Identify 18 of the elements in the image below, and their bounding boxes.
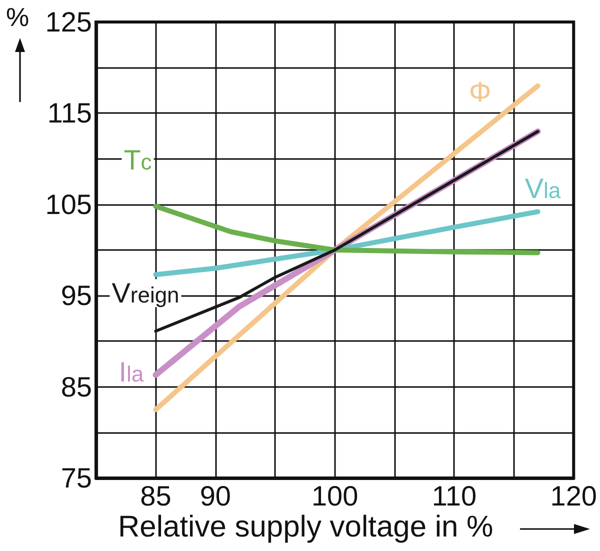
y-tick-label: 85 [60,371,92,402]
y-tick-label: 95 [60,280,92,312]
y-axis-title: % [6,2,30,32]
x-axis-title: Relative supply voltage in % [118,510,494,544]
x-tick-label: 120 [550,480,597,512]
x-tick-label: 100 [311,480,358,512]
x-tick-label: 110 [432,480,477,512]
y-tick-label: 105 [45,188,92,220]
y-tick-label: 125 [45,6,92,38]
series-label: Φ [468,76,492,108]
series-label: Ila [118,356,144,388]
x-tick-label: 85 [140,480,172,512]
series-label: Vla [524,173,562,204]
series-label: Vreign [112,278,180,309]
y-tick-label: 75 [60,462,92,494]
series-label: Tc [124,144,152,176]
y-tick-label: 115 [47,98,92,129]
x-tick-label: 90 [200,480,231,512]
